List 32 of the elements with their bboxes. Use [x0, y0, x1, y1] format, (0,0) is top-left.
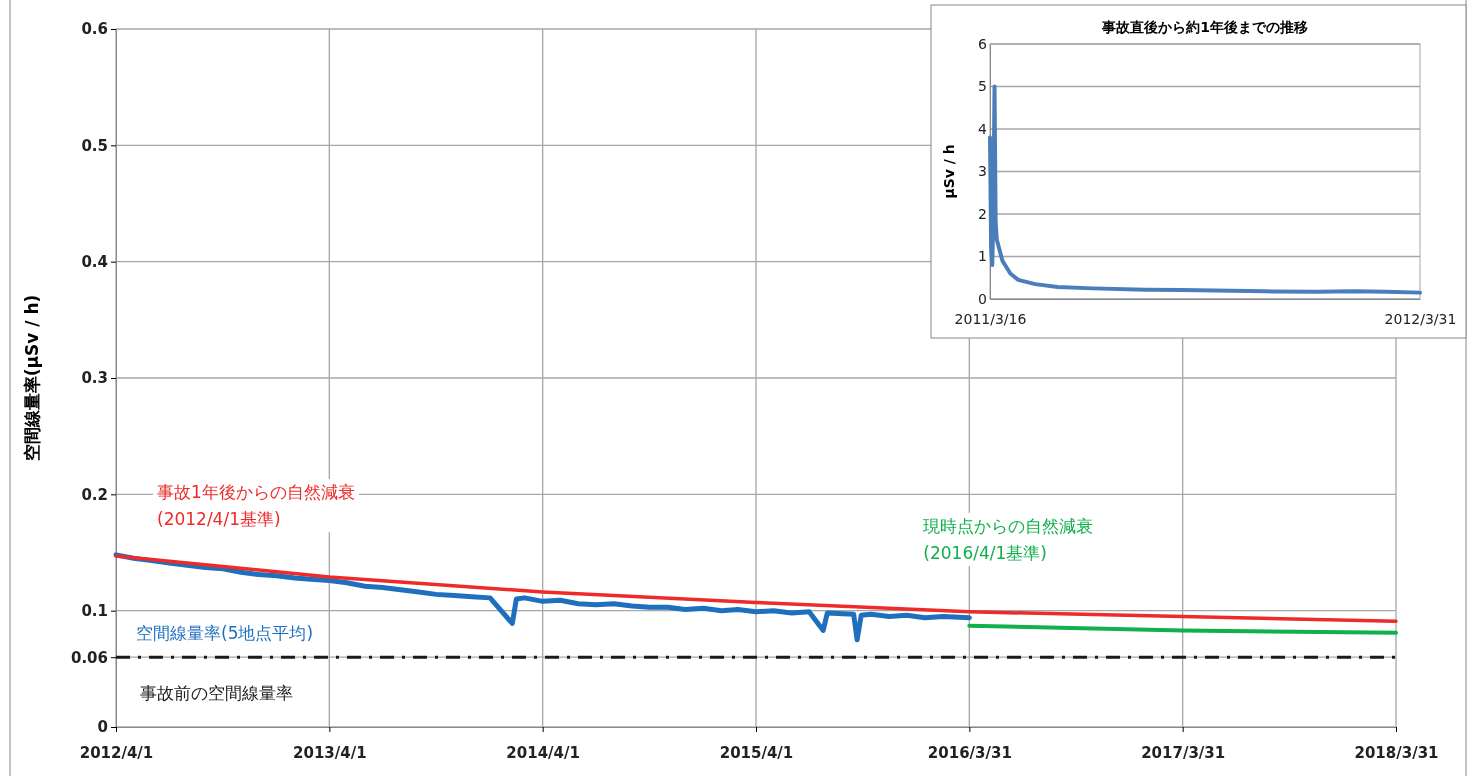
text: 空間線量率(5地点平均) [136, 622, 314, 643]
ref-line-label: 事故前の空間線量率 [140, 683, 293, 704]
y-tick-label: 4 [978, 120, 988, 137]
series-label: 事故1年後からの自然減衰 (2012/4/1基準) [157, 481, 355, 530]
text: 現時点からの自然減衰 (2016/4/1基準) [923, 515, 1094, 563]
y-tick-label: 5 [978, 78, 987, 95]
line-series [988, 84, 1422, 295]
y-axis-title: μSv / h [941, 144, 957, 199]
x-tick-label: 2012/3/31 [1384, 311, 1457, 328]
y-tick-label: 0.4 [81, 252, 108, 271]
x-tick-label: 2017/3/31 [1141, 743, 1226, 762]
y-axis-title: 空間線量率(μSv / h) [22, 294, 42, 462]
x-tick-label: 2011/3/16 [954, 311, 1027, 328]
y-tick-label: 0.06 [70, 648, 108, 667]
y-tick-label: 2 [978, 205, 987, 222]
y-tick-label: 3 [978, 163, 987, 180]
x-tick-label: 2018/3/31 [1354, 743, 1439, 762]
y-tick-label: 0.2 [81, 485, 108, 504]
y-tick-label: 0.5 [81, 136, 108, 155]
y-tick-label: 0 [97, 718, 108, 737]
y-tick-label: 1 [978, 248, 987, 265]
x-tick-label: 2016/3/31 [927, 743, 1012, 762]
y-tick-label: 0.1 [81, 601, 108, 620]
x-tick-label: 2015/4/1 [719, 743, 794, 762]
y-tick-label: 0.3 [81, 369, 108, 388]
y-tick-label: 0 [978, 290, 987, 307]
y-tick-label: 0.6 [81, 20, 108, 39]
x-tick-label: 2013/4/1 [293, 743, 367, 762]
x-tick-label: 2014/4/1 [506, 743, 580, 762]
chart-title: 事故直後から約1年後までの推移 [1101, 19, 1308, 35]
x-tick-label: 2012/4/1 [79, 743, 154, 762]
y-tick-label: 6 [978, 35, 988, 52]
